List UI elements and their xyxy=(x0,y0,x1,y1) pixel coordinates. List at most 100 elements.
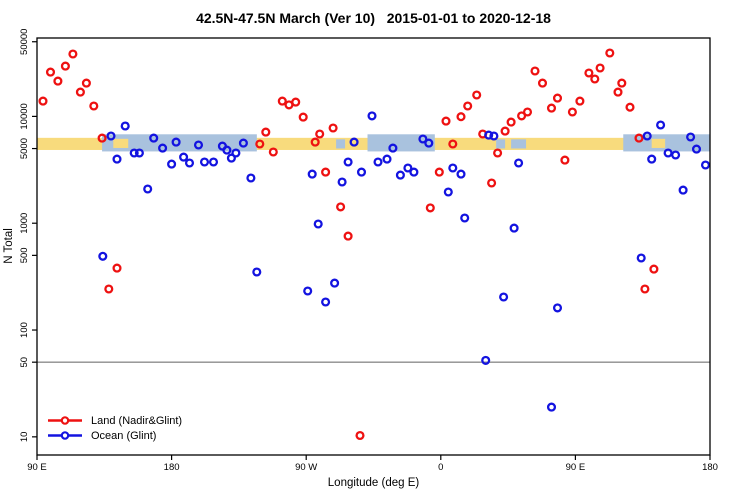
y-tick-label: 10 xyxy=(19,432,30,443)
land-point xyxy=(89,101,99,111)
land-point xyxy=(595,63,605,73)
ocean-point xyxy=(252,267,262,277)
land-point xyxy=(506,117,516,127)
land-point xyxy=(463,101,473,111)
land-point xyxy=(493,148,503,158)
land-point xyxy=(298,112,308,122)
ocean-point xyxy=(678,185,688,195)
ocean-point xyxy=(373,157,383,167)
x-tick-label: 90 E xyxy=(27,462,47,473)
land-point xyxy=(584,68,594,78)
ocean-point xyxy=(171,137,181,147)
ocean-point xyxy=(663,148,673,158)
land-point xyxy=(605,48,615,58)
x-axis-title: Longitude (deg E) xyxy=(327,477,420,489)
ocean-point xyxy=(647,154,657,164)
strip-lake-segment xyxy=(336,139,346,149)
ocean-point xyxy=(208,157,219,167)
y-axis-title: N Total xyxy=(3,228,15,264)
land-point xyxy=(625,102,635,112)
land-point xyxy=(355,430,365,441)
land-point xyxy=(45,67,56,77)
land-point xyxy=(268,147,278,157)
strip-lake-segment xyxy=(496,139,506,149)
ocean-point xyxy=(546,402,557,412)
ocean-point xyxy=(184,158,195,168)
ocean-point xyxy=(552,303,563,313)
legend: Land (Nadir&Glint) Ocean (Glint) xyxy=(47,413,182,443)
land-point xyxy=(448,139,458,149)
y-tick-label: 10000 xyxy=(19,103,30,129)
land-point xyxy=(472,90,482,100)
ocean-point xyxy=(303,286,313,296)
land-point xyxy=(487,178,497,188)
land-point xyxy=(500,126,510,136)
x-tick-label: 180 xyxy=(702,462,718,473)
ocean-legend-marker xyxy=(48,431,82,440)
ocean-point xyxy=(337,177,347,187)
land-point xyxy=(336,202,346,212)
land-point xyxy=(567,107,577,117)
strip-island-segment xyxy=(651,138,666,148)
ocean-point xyxy=(686,132,696,142)
ocean-point xyxy=(313,219,323,229)
land-point xyxy=(617,78,627,88)
land-point xyxy=(649,264,659,274)
land-point xyxy=(613,87,623,97)
ocean-point xyxy=(120,121,130,131)
land-point xyxy=(522,107,533,117)
x-tick-label: 0 xyxy=(438,462,443,473)
land-point xyxy=(343,231,353,241)
land-point xyxy=(60,61,70,71)
ocean-point xyxy=(636,253,646,263)
land-point xyxy=(434,167,444,177)
ocean-point xyxy=(656,120,666,130)
land-point xyxy=(277,96,287,106)
land-point xyxy=(255,139,265,149)
ocean-point xyxy=(98,251,108,261)
land-point xyxy=(546,103,557,113)
x-tick-label: 90 W xyxy=(295,462,317,473)
y-tick-label: 50000 xyxy=(19,29,30,55)
land-point xyxy=(575,96,585,106)
ocean-point xyxy=(349,137,359,147)
ocean-point xyxy=(388,143,398,153)
ocean-point xyxy=(424,138,434,148)
y-tick-label: 100 xyxy=(19,322,30,338)
land-point xyxy=(560,155,570,165)
ocean-point xyxy=(691,144,702,154)
y-tick-label: 1000 xyxy=(19,213,30,234)
land-point xyxy=(328,123,338,133)
ocean-point xyxy=(226,153,236,163)
land-point xyxy=(640,284,650,294)
land-point xyxy=(552,93,563,103)
ocean-point xyxy=(129,148,139,158)
ocean-point xyxy=(700,160,711,170)
ocean-point xyxy=(179,152,189,162)
ocean-point xyxy=(321,297,331,307)
x-tick-label: 180 xyxy=(164,462,180,473)
land-point xyxy=(425,203,435,213)
ocean-point xyxy=(456,169,466,179)
ocean-point xyxy=(642,131,652,141)
legend-label-ocean: Ocean (Glint) xyxy=(91,429,157,442)
ocean-point xyxy=(193,140,204,150)
land-point xyxy=(112,263,122,273)
land-point xyxy=(81,78,91,88)
ocean-point xyxy=(418,134,428,144)
ocean-point xyxy=(514,158,524,168)
ocean-point xyxy=(671,150,681,160)
ocean-point xyxy=(409,167,419,177)
ocean-point xyxy=(238,138,248,148)
y-tick-label: 500 xyxy=(19,247,30,263)
ocean-point xyxy=(246,173,256,183)
land-point xyxy=(291,97,301,107)
ocean-point xyxy=(448,163,458,173)
ocean-point xyxy=(112,154,122,164)
land-point xyxy=(517,111,527,121)
legend-item-ocean: Ocean (Glint) xyxy=(47,428,182,443)
land-point xyxy=(75,87,85,97)
ocean-point xyxy=(443,187,453,197)
y-tick-label: 50 xyxy=(19,357,30,368)
